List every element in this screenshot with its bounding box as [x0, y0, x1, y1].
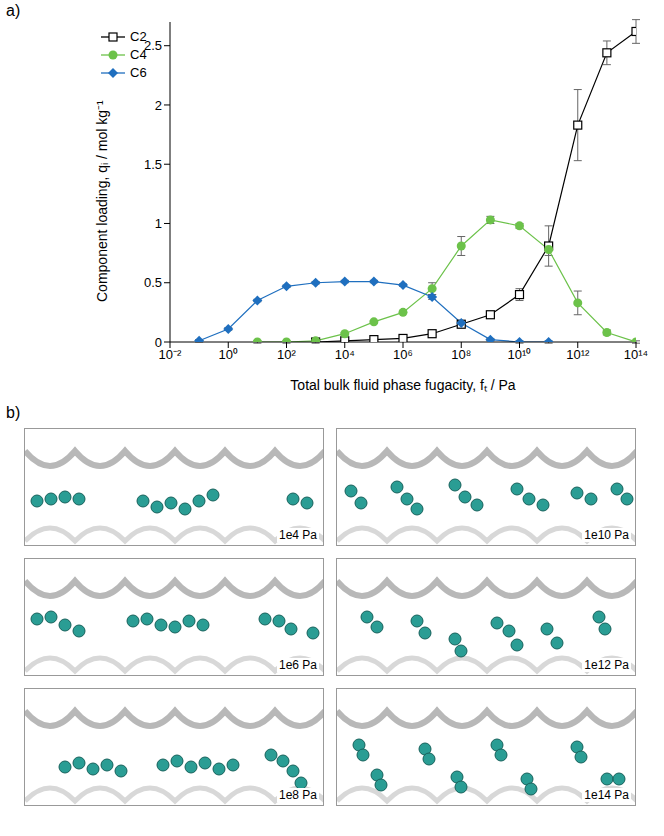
svg-text:10⁶: 10⁶ — [393, 347, 413, 362]
html-text:C2: C2 — [130, 29, 147, 44]
html-text:1e6 Pa: 1e6 Pa — [279, 658, 317, 672]
html-text:1e8 Pa: 1e8 Pa — [279, 788, 317, 802]
svg-text:10⁰: 10⁰ — [219, 347, 238, 362]
svg-text:10⁴: 10⁴ — [335, 347, 355, 362]
svg-text:0.5: 0.5 — [144, 275, 162, 290]
svg-text:2: 2 — [155, 98, 162, 113]
html-text:C4: C4 — [130, 47, 147, 62]
svg-text:10¹²: 10¹² — [566, 347, 590, 362]
svg-text:10¹⁴: 10¹⁴ — [624, 347, 648, 362]
html-text:1e14 Pa: 1e14 Pa — [584, 788, 629, 802]
svg-text:10¹⁰: 10¹⁰ — [508, 347, 532, 362]
svg-text:Total bulk fluid phase fugacit: Total bulk fluid phase fugacity, fₜ / Pa — [290, 377, 516, 393]
svg-text:10²: 10² — [277, 347, 296, 362]
svg-text:0: 0 — [155, 335, 162, 350]
svg-text:10⁸: 10⁸ — [451, 347, 471, 362]
html-text:b): b) — [6, 404, 21, 421]
svg-text:2.5: 2.5 — [144, 38, 162, 53]
html-text:C6: C6 — [130, 65, 147, 80]
svg-text:10⁻²: 10⁻² — [159, 347, 182, 362]
html-text:a): a) — [6, 2, 21, 19]
svg-text:Component loading, qᵢ / mol kg: Component loading, qᵢ / mol kg⁻¹ — [94, 100, 110, 302]
html-text:1e4 Pa: 1e4 Pa — [279, 528, 317, 542]
svg-text:1: 1 — [155, 216, 162, 231]
html-text:1e10 Pa: 1e10 Pa — [584, 528, 629, 542]
svg-text:1.5: 1.5 — [144, 157, 162, 172]
html-text:1e12 Pa: 1e12 Pa — [584, 658, 629, 672]
